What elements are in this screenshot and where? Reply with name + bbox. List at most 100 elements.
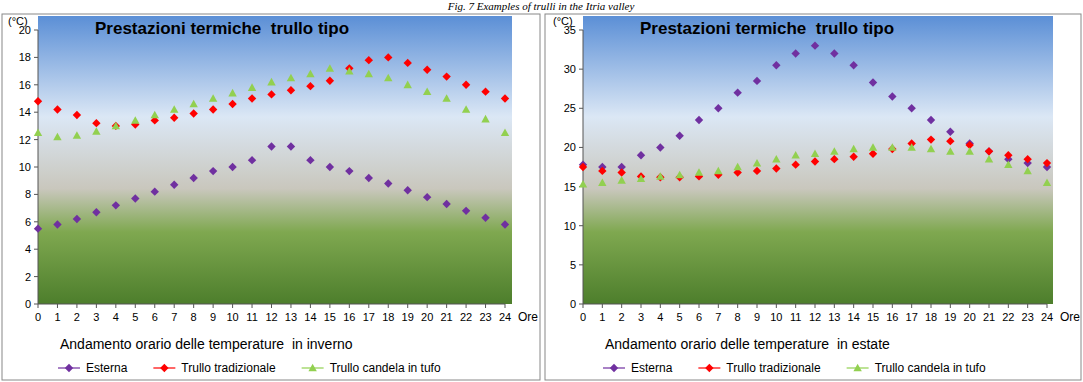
y-tick <box>34 276 38 277</box>
data-point <box>384 53 392 61</box>
data-point <box>151 187 159 195</box>
x-tick-label: 5 <box>132 311 138 323</box>
x-tick <box>776 304 777 308</box>
x-tick <box>193 304 194 308</box>
data-point <box>830 49 838 57</box>
y-tick <box>579 225 583 226</box>
x-tick <box>38 304 39 308</box>
data-point <box>170 113 178 121</box>
x-tick-label: 4 <box>657 311 663 323</box>
data-point <box>404 81 412 89</box>
x-tick-label: 8 <box>735 311 741 323</box>
data-point <box>753 77 761 85</box>
series <box>34 53 509 130</box>
data-point <box>946 128 954 136</box>
x-tick-label: 11 <box>246 311 257 323</box>
x-tick-label: 0 <box>580 311 586 323</box>
y-axis-label: (°C) <box>8 15 28 27</box>
data-point <box>772 164 780 172</box>
x-tick <box>718 304 719 308</box>
x-tick <box>232 304 233 308</box>
data-point <box>92 127 100 135</box>
y-tick <box>34 84 38 85</box>
data-point <box>423 87 431 95</box>
x-tick <box>96 304 97 308</box>
x-tick-label: 15 <box>867 311 879 323</box>
data-point <box>306 156 314 164</box>
x-tick-label: 17 <box>906 311 918 323</box>
data-point <box>656 173 664 181</box>
legend-item: Esterna <box>603 361 673 375</box>
data-point <box>811 149 819 157</box>
x-axis-title: Andamento orario delle temperature in es… <box>605 336 890 352</box>
data-point <box>830 147 838 155</box>
x-tick-label: 24 <box>1041 311 1053 323</box>
x-tick-label: 23 <box>479 311 491 323</box>
x-tick <box>505 304 506 308</box>
data-point <box>617 176 625 184</box>
data-point <box>306 70 314 78</box>
x-tick-label: 10 <box>770 311 782 323</box>
data-point <box>462 105 470 113</box>
legend-marker <box>610 364 618 372</box>
legend-marker <box>853 364 861 372</box>
x-tick-label: 6 <box>152 311 158 323</box>
data-point <box>248 83 256 91</box>
data-point <box>985 147 993 155</box>
y-tick-label: 15 <box>564 181 576 193</box>
x-tick <box>679 304 680 308</box>
data-point <box>73 131 81 139</box>
data-point <box>287 86 295 94</box>
data-point <box>345 167 353 175</box>
x-tick-label: 22 <box>1002 311 1014 323</box>
data-point <box>287 74 295 82</box>
caption: Fig. 7 Examples of trulli in the Itria v… <box>447 0 635 12</box>
legend-item: Trullo tradizionale <box>698 361 821 375</box>
data-point <box>53 220 61 228</box>
data-point <box>248 94 256 102</box>
x-tick <box>583 304 584 308</box>
y-tick <box>34 304 38 305</box>
data-point <box>946 137 954 145</box>
y-axis-label: (°C) <box>553 15 573 27</box>
y-tick <box>579 147 583 148</box>
legend-marker <box>705 364 713 372</box>
x-tick-label: 12 <box>265 311 277 323</box>
x-tick-label: 7 <box>715 311 721 323</box>
series <box>579 135 1051 181</box>
data-point <box>811 41 819 49</box>
x-tick <box>213 304 214 308</box>
x-tick <box>154 304 155 308</box>
x-tick <box>466 304 467 308</box>
data-point <box>481 115 489 123</box>
x-tick-label: 14 <box>848 311 860 323</box>
x-tick <box>1027 304 1028 308</box>
figure: Fig. 7 Examples of trulli in the Itria v… <box>0 0 1083 382</box>
data-point <box>888 143 896 151</box>
data-point <box>267 90 275 98</box>
data-point <box>1023 167 1031 175</box>
x-tick <box>989 304 990 308</box>
x-tick-label: 16 <box>343 311 355 323</box>
x-tick <box>271 304 272 308</box>
data-point <box>714 104 722 112</box>
data-point <box>189 109 197 117</box>
data-point <box>423 66 431 74</box>
y-tick-label: 20 <box>564 141 576 153</box>
x-tick <box>329 304 330 308</box>
data-point <box>267 142 275 150</box>
y-tick <box>579 264 583 265</box>
data-point <box>849 145 857 153</box>
y-tick <box>34 249 38 250</box>
data-point <box>442 200 450 208</box>
x-tick <box>115 304 116 308</box>
data-point <box>811 157 819 165</box>
legend-item: Trullo candela in tufo <box>847 361 986 375</box>
legend-label: Trullo candela in tufo <box>875 361 986 375</box>
data-point <box>1043 178 1051 186</box>
x-tick-label: 24 <box>499 311 511 323</box>
data-point <box>907 143 915 151</box>
data-point <box>791 151 799 159</box>
x-tick <box>1008 304 1009 308</box>
y-tick-label: 12 <box>19 134 31 146</box>
